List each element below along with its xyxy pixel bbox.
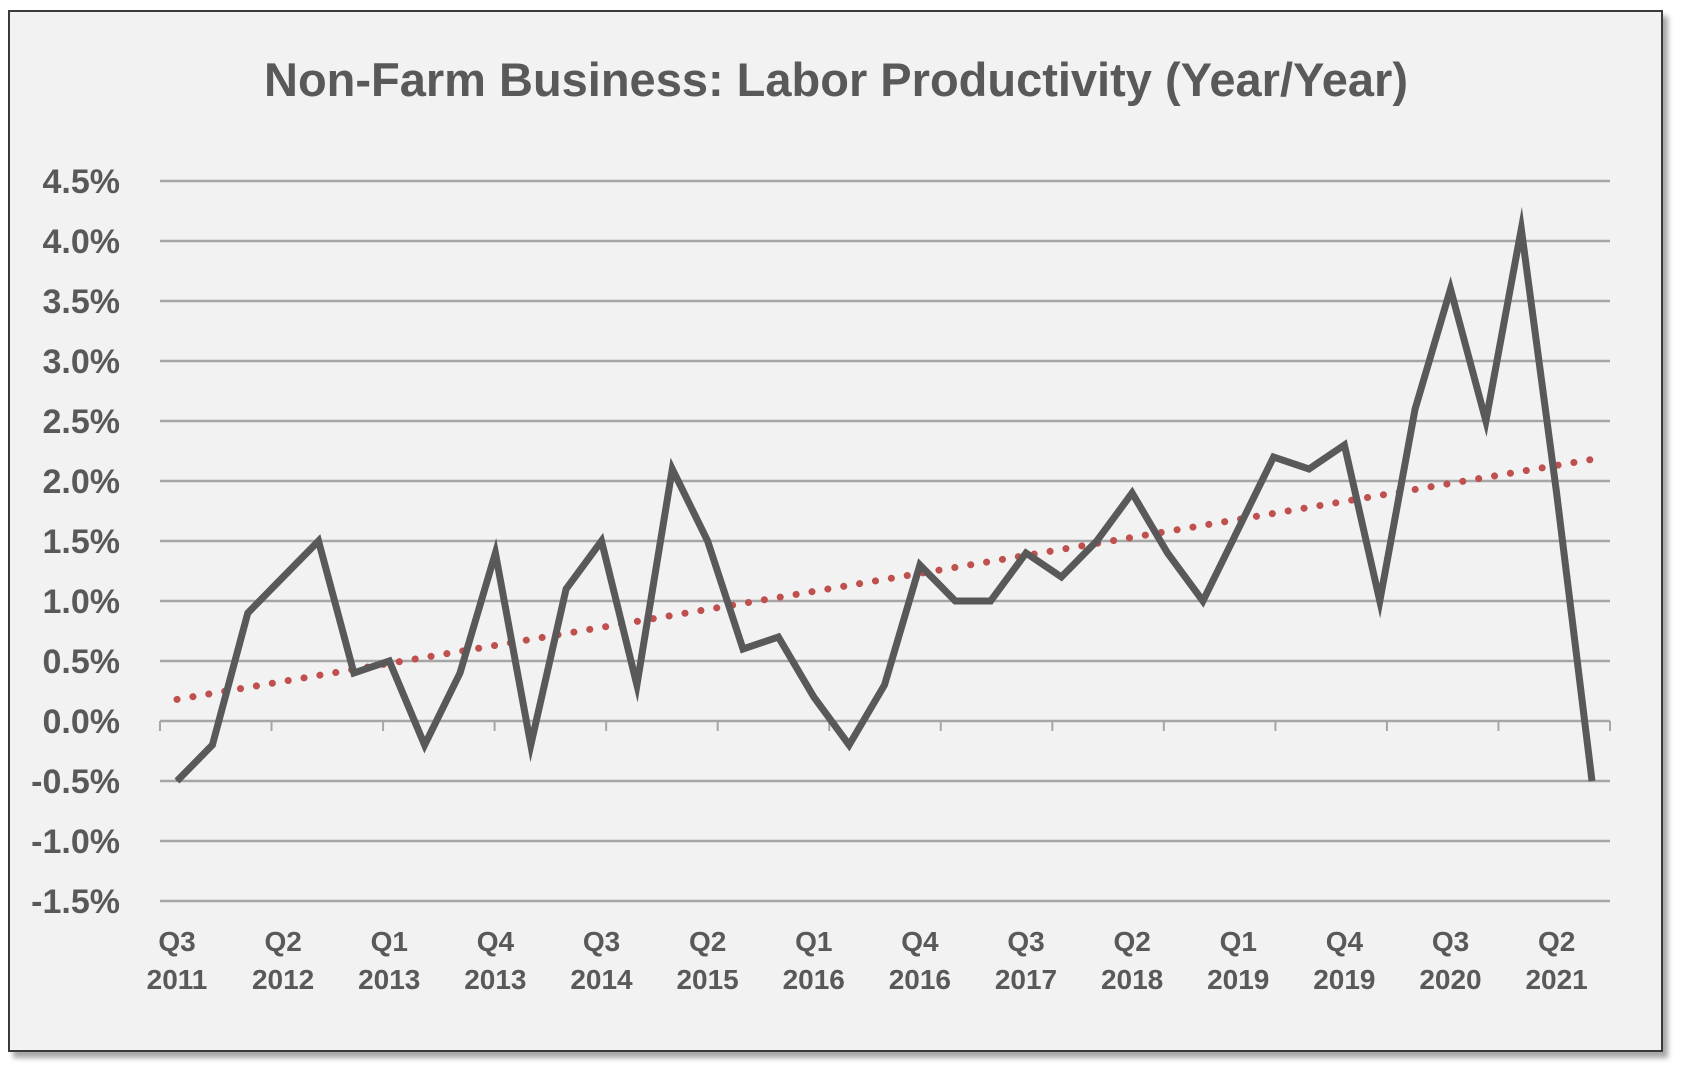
data-point <box>919 564 921 566</box>
x-tick-label-year: 2012 <box>252 964 314 995</box>
series-line <box>174 206 1596 784</box>
data-point <box>494 552 496 554</box>
data-point <box>1096 540 1098 542</box>
y-tick-label: 0.0% <box>43 703 121 741</box>
data-point <box>671 468 673 470</box>
x-tick-label-quarter: Q2 <box>689 926 726 957</box>
data-point <box>1485 420 1487 422</box>
y-tick-label: 1.0% <box>43 583 121 621</box>
data-point <box>1308 468 1310 470</box>
y-tick-label: 1.5% <box>43 523 121 561</box>
y-tick-label: 3.0% <box>43 343 121 381</box>
y-tick-label: -0.5% <box>31 763 120 801</box>
data-point <box>707 540 709 542</box>
data-point <box>742 648 744 650</box>
x-tick-label-quarter: Q4 <box>1326 926 1364 957</box>
x-tick-label-quarter: Q2 <box>264 926 301 957</box>
x-tick-label-year: 2019 <box>1207 964 1269 995</box>
y-tick-label: 4.5% <box>43 163 121 201</box>
x-tick-label-year: 2013 <box>464 964 526 995</box>
x-tick-label-quarter: Q4 <box>901 926 939 957</box>
y-tick-label: 2.0% <box>43 463 121 501</box>
x-tick-label-year: 2020 <box>1419 964 1481 995</box>
data-point <box>1556 492 1558 494</box>
data-point <box>388 660 390 662</box>
data-point <box>176 780 178 782</box>
data-point <box>601 540 602 542</box>
x-tick-label-year: 2013 <box>358 964 420 995</box>
data-point <box>1131 492 1133 494</box>
data-point <box>282 576 284 578</box>
x-tick-label-year: 2017 <box>995 964 1057 995</box>
trendline-layer <box>173 455 1596 703</box>
x-tick-label-quarter: Q1 <box>795 926 832 957</box>
data-point <box>1202 600 1204 602</box>
y-tick-label: -1.0% <box>31 823 120 861</box>
data-point <box>1060 576 1062 578</box>
y-tick-label: 3.5% <box>43 283 121 321</box>
data-point <box>318 540 319 542</box>
data-point <box>565 588 567 590</box>
x-tick-label-quarter: Q4 <box>477 926 515 957</box>
data-point <box>1379 600 1381 602</box>
x-tick-label-year: 2019 <box>1313 964 1375 995</box>
series-layer <box>174 206 1596 784</box>
data-point <box>954 600 956 602</box>
chart-title: Non-Farm Business: Labor Productivity (Y… <box>264 53 1408 106</box>
trendline <box>173 455 1596 703</box>
x-tick-label-quarter: Q1 <box>371 926 408 957</box>
data-point <box>777 636 779 638</box>
data-point <box>1343 444 1345 446</box>
x-tick-label-year: 2011 <box>147 964 208 995</box>
data-point <box>1520 228 1522 230</box>
data-point <box>636 684 638 686</box>
x-tick-label-year: 2015 <box>676 964 738 995</box>
x-tick-label-year: 2016 <box>783 964 845 995</box>
data-point <box>1414 408 1416 410</box>
y-tick-label: -1.5% <box>31 883 120 921</box>
x-tick-label-year: 2014 <box>570 964 633 995</box>
chart-frame <box>8 10 1663 1052</box>
data-point <box>211 744 213 746</box>
data-point <box>1167 552 1168 554</box>
x-tick-label-year: 2018 <box>1101 964 1163 995</box>
x-tick-label-quarter: Q3 <box>158 926 195 957</box>
data-point <box>353 672 355 674</box>
data-point <box>530 744 532 746</box>
x-tick-label-quarter: Q2 <box>1538 926 1575 957</box>
data-point <box>1591 780 1593 782</box>
data-point <box>813 696 815 698</box>
data-point <box>990 600 992 602</box>
data-point <box>1237 528 1239 530</box>
x-tick-label-quarter: Q1 <box>1220 926 1257 957</box>
y-axis-ticks: 4.5% 4.0% 3.5% 3.0% 2.5% 2.0% 1.5% 1.0% 0.5% 0.0%… <box>31 163 120 921</box>
data-point <box>459 672 461 674</box>
data-point <box>1273 456 1275 458</box>
data-point <box>1025 552 1027 554</box>
y-tick-label: 4.0% <box>43 223 121 261</box>
y-tick-label: 2.5% <box>43 403 121 441</box>
x-tick-label-quarter: Q2 <box>1113 926 1150 957</box>
x-axis-ticks: Q3 2011 Q2 2012 Q1 2013 Q4 2013 Q3 2014 Q2 2015 Q1 20… <box>147 721 1611 995</box>
x-tick-label-quarter: Q3 <box>1007 926 1044 957</box>
y-tick-label: 0.5% <box>43 643 121 681</box>
x-tick-label-year: 2021 <box>1525 964 1587 995</box>
data-point <box>1450 288 1451 290</box>
data-point <box>884 684 885 686</box>
x-tick-label-quarter: Q3 <box>1432 926 1469 957</box>
x-tick-label-quarter: Q3 <box>583 926 620 957</box>
x-tick-label-year: 2016 <box>889 964 951 995</box>
data-point <box>247 612 249 614</box>
data-point <box>424 744 426 746</box>
data-point <box>848 744 850 746</box>
